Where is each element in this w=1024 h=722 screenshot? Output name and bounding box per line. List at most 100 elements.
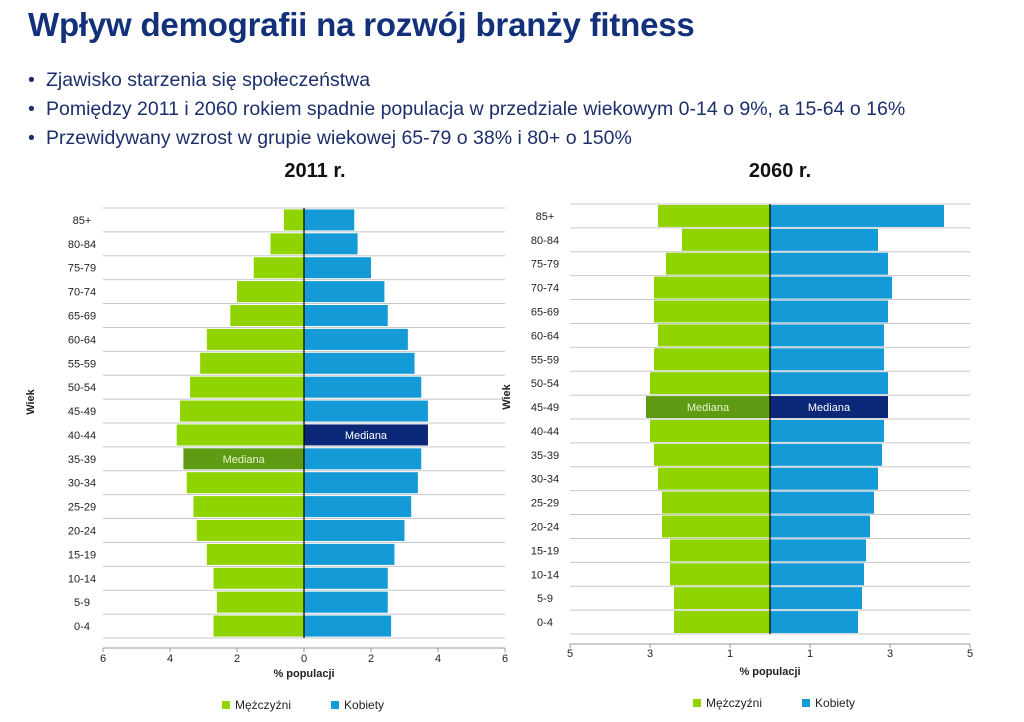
slide-title: Wpływ demografii na rozwój branży fitnes…	[28, 6, 695, 43]
bullet-text: Pomiędzy 2011 i 2060 rokiem spadnie popu…	[46, 98, 906, 120]
bar-female-0-4	[304, 615, 392, 637]
y-tick-label: 55-59	[68, 358, 96, 370]
legend-item-male: Mężczyźni	[222, 698, 291, 712]
bar-female-50-54	[770, 372, 888, 395]
y-tick-label: 40-44	[68, 430, 96, 442]
bar-female-30-34	[304, 472, 418, 494]
bar-male-45-49	[180, 400, 304, 422]
bar-male-60-64	[206, 328, 304, 350]
bullet-item: • Przewidywany wzrost w grupie wiekowej 6…	[28, 124, 905, 153]
bar-male-70-74	[237, 281, 304, 303]
y-tick-label: 40-44	[531, 426, 559, 438]
bar-female-20-24	[304, 519, 405, 542]
median-label-male: Mediana	[223, 454, 266, 466]
bullet-symbol: •	[28, 69, 35, 91]
x-axis-label: % populacji	[273, 668, 334, 680]
x-tick-label: 2	[368, 653, 374, 665]
y-tick-label: 25-29	[68, 502, 96, 514]
bar-female-70-74	[770, 276, 892, 299]
y-axis-label: Wiek	[501, 383, 513, 409]
legend-swatch-female	[802, 699, 811, 707]
legend-label-female: Kobiety	[815, 696, 856, 710]
bar-female-35-39	[770, 443, 882, 466]
y-tick-label: 65-69	[68, 311, 96, 323]
bar-male-65-69	[230, 304, 304, 327]
bar-female-0-4	[770, 611, 858, 634]
y-tick-label: 25-29	[531, 498, 559, 510]
bar-male-75-79	[253, 257, 304, 279]
median-label-female: Mediana	[345, 430, 388, 442]
chart-2011: 85+ 80-84 75-79 70-74 65-69 60-64 55-59 50-54 45…	[20, 190, 510, 695]
median-label-female: Mediana	[808, 402, 851, 414]
bar-female-40-44	[770, 419, 884, 442]
chart-2060: 85+ 80-84 75-79 70-74 65-69 60-64 55-59 50-54 Me…	[490, 190, 1010, 695]
x-tick-label: 1	[807, 648, 813, 660]
legend-label-female: Kobiety	[344, 698, 385, 712]
legend-swatch-male	[693, 699, 701, 707]
bar-male-25-29	[662, 491, 770, 514]
bar-male-5-9	[674, 587, 770, 610]
bar-female-5-9	[770, 587, 862, 610]
y-tick-label: 10-14	[68, 573, 96, 585]
bar-female-55-59	[304, 352, 415, 374]
legend-item-female: Kobiety	[802, 696, 855, 710]
y-tick-label: 30-34	[531, 474, 559, 486]
bar-female-70-74	[304, 281, 385, 303]
bullet-text: Zjawisko starzenia się społeczeństwa	[46, 69, 371, 91]
bar-male-50-54	[190, 376, 304, 398]
bar-male-80-84	[270, 233, 304, 255]
y-tick-label: 50-54	[68, 382, 96, 394]
bar-female-25-29	[304, 496, 412, 518]
bar-female-75-79	[770, 252, 888, 275]
x-tick-label: 1	[727, 648, 733, 660]
bar-female-30-34	[770, 467, 878, 490]
legend-2011: Mężczyźni Kobiety	[222, 698, 384, 712]
bullet-list: • Zjawisko starzenia się społeczeństwa • P…	[28, 66, 905, 153]
y-tick-label: 5-9	[537, 593, 553, 605]
x-tick-label: 5	[567, 648, 573, 660]
bar-male-0-4	[674, 611, 770, 634]
bar-female-55-59	[770, 348, 884, 371]
bar-male-55-59	[200, 352, 304, 374]
y-tick-label: 60-64	[531, 330, 559, 342]
bar-female-15-19	[304, 543, 395, 565]
bar-female-45-49	[770, 396, 888, 419]
bar-female-15-19	[770, 539, 866, 562]
y-tick-label: 85+	[536, 211, 555, 223]
legend-item-male: Mężczyźni	[693, 696, 762, 710]
bar-male-10-14	[213, 567, 304, 589]
bar-female-85+	[304, 209, 355, 231]
y-tick-label: 75-79	[531, 259, 559, 271]
bar-male-45-49	[646, 396, 770, 419]
bar-male-15-19	[670, 539, 770, 562]
median-label-male: Mediana	[687, 402, 730, 414]
bar-female-65-69	[770, 300, 888, 323]
y-tick-label: 5-9	[74, 597, 90, 609]
bar-male-50-54	[650, 372, 770, 395]
y-tick-label: 60-64	[68, 334, 96, 346]
bar-female-60-64	[304, 328, 408, 350]
y-tick-label: 30-34	[68, 478, 96, 490]
bar-male-40-44	[176, 424, 304, 446]
legend-2060: Mężczyźni Kobiety	[693, 696, 855, 710]
x-tick-label: 4	[167, 653, 173, 665]
bar-male-20-24	[196, 519, 304, 542]
bar-male-60-64	[658, 324, 770, 347]
bar-female-20-24	[770, 515, 870, 538]
bar-female-65-69	[304, 304, 388, 327]
bullet-item: • Pomiędzy 2011 i 2060 rokiem spadnie pop…	[28, 95, 905, 124]
bar-male-35-39	[183, 448, 304, 470]
bar-male-70-74	[654, 276, 770, 299]
y-tick-label: 20-24	[68, 526, 96, 538]
y-tick-label: 80-84	[68, 239, 96, 251]
chart-title-2060: 2060 r.	[748, 160, 812, 182]
y-tick-label: 10-14	[531, 569, 559, 581]
bar-female-85+	[770, 204, 944, 227]
bar-male-55-59	[654, 348, 770, 371]
x-tick-label: 6	[502, 653, 508, 665]
bullet-text: Przewidywany wzrost w grupie wiekowej 65…	[46, 127, 632, 149]
bar-male-30-34	[658, 467, 770, 490]
bullet-item: • Zjawisko starzenia się społeczeństwa	[28, 66, 905, 95]
y-tick-label: 20-24	[531, 522, 559, 534]
bar-male-20-24	[662, 515, 770, 538]
